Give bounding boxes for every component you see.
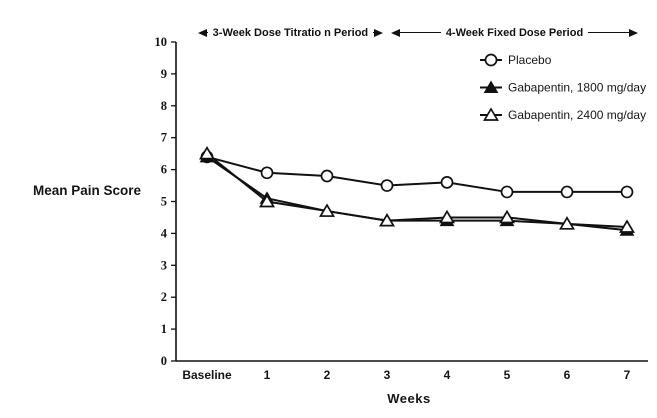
legend-label: Placebo [508, 53, 552, 67]
x-tick-label: Baseline [182, 368, 232, 382]
y-tick-label: 7 [161, 131, 167, 145]
annotation-line [400, 32, 441, 33]
annotation-line [588, 32, 629, 33]
period-annotation: 4-Week Fixed Dose Period [391, 26, 638, 39]
legend-marker [483, 107, 499, 121]
y-tick-label: 2 [161, 290, 167, 304]
x-tick-label: 5 [504, 368, 511, 382]
arrowhead-right-icon [373, 28, 383, 37]
data-point-marker [439, 209, 455, 224]
x-tick-label: 2 [324, 368, 331, 382]
arrowhead-left-icon [391, 28, 401, 37]
y-axis-title: Mean Pain Score [32, 183, 142, 198]
x-tick-label: 3 [384, 368, 391, 382]
period-annotation: 3-Week Dose Titratio n Period [198, 26, 383, 39]
series-line [206, 152, 628, 229]
series-line [206, 155, 627, 193]
y-tick-label: 6 [161, 163, 167, 177]
data-point-marker [620, 185, 634, 199]
annotation-line [207, 32, 208, 33]
data-point-marker [199, 145, 215, 160]
y-tick-label: 10 [155, 35, 168, 49]
annotation-label: 3-Week Dose Titratio n Period [212, 26, 369, 39]
legend-marker [483, 80, 499, 93]
y-tick-label: 1 [161, 322, 167, 336]
y-tick-label: 9 [161, 67, 167, 81]
data-point-marker [259, 193, 275, 208]
legend-label: Gabapentin, 1800 mg/day [508, 81, 646, 95]
legend-label: Gabapentin, 2400 mg/day [508, 108, 646, 122]
x-axis-title: Weeks [387, 391, 431, 406]
y-tick-label: 0 [161, 354, 167, 368]
x-tick-label: 1 [264, 368, 271, 382]
data-point-marker [320, 169, 334, 183]
data-point-marker [500, 185, 514, 199]
arrowhead-left-icon [198, 28, 207, 37]
y-tick-label: 8 [161, 99, 167, 113]
data-point-marker [560, 185, 574, 199]
data-point-marker [319, 203, 335, 217]
annotation-label: 4-Week Fixed Dose Period [445, 26, 584, 39]
annotation-line [373, 32, 374, 33]
data-point-marker [440, 176, 454, 189]
data-point-marker [499, 209, 515, 224]
y-tick-label: 3 [161, 258, 167, 272]
data-point-marker [260, 166, 274, 180]
x-tick-label: 6 [564, 368, 571, 382]
arrowhead-right-icon [628, 28, 638, 37]
x-tick-label: 4 [444, 368, 451, 382]
data-point-marker [379, 212, 395, 227]
data-point-marker [380, 179, 394, 192]
y-tick-label: 5 [161, 195, 167, 209]
legend-marker [484, 53, 498, 67]
x-tick-label: 7 [624, 368, 631, 382]
data-point-marker [559, 216, 575, 230]
data-point-marker [619, 219, 635, 233]
y-tick-label: 4 [161, 226, 168, 240]
